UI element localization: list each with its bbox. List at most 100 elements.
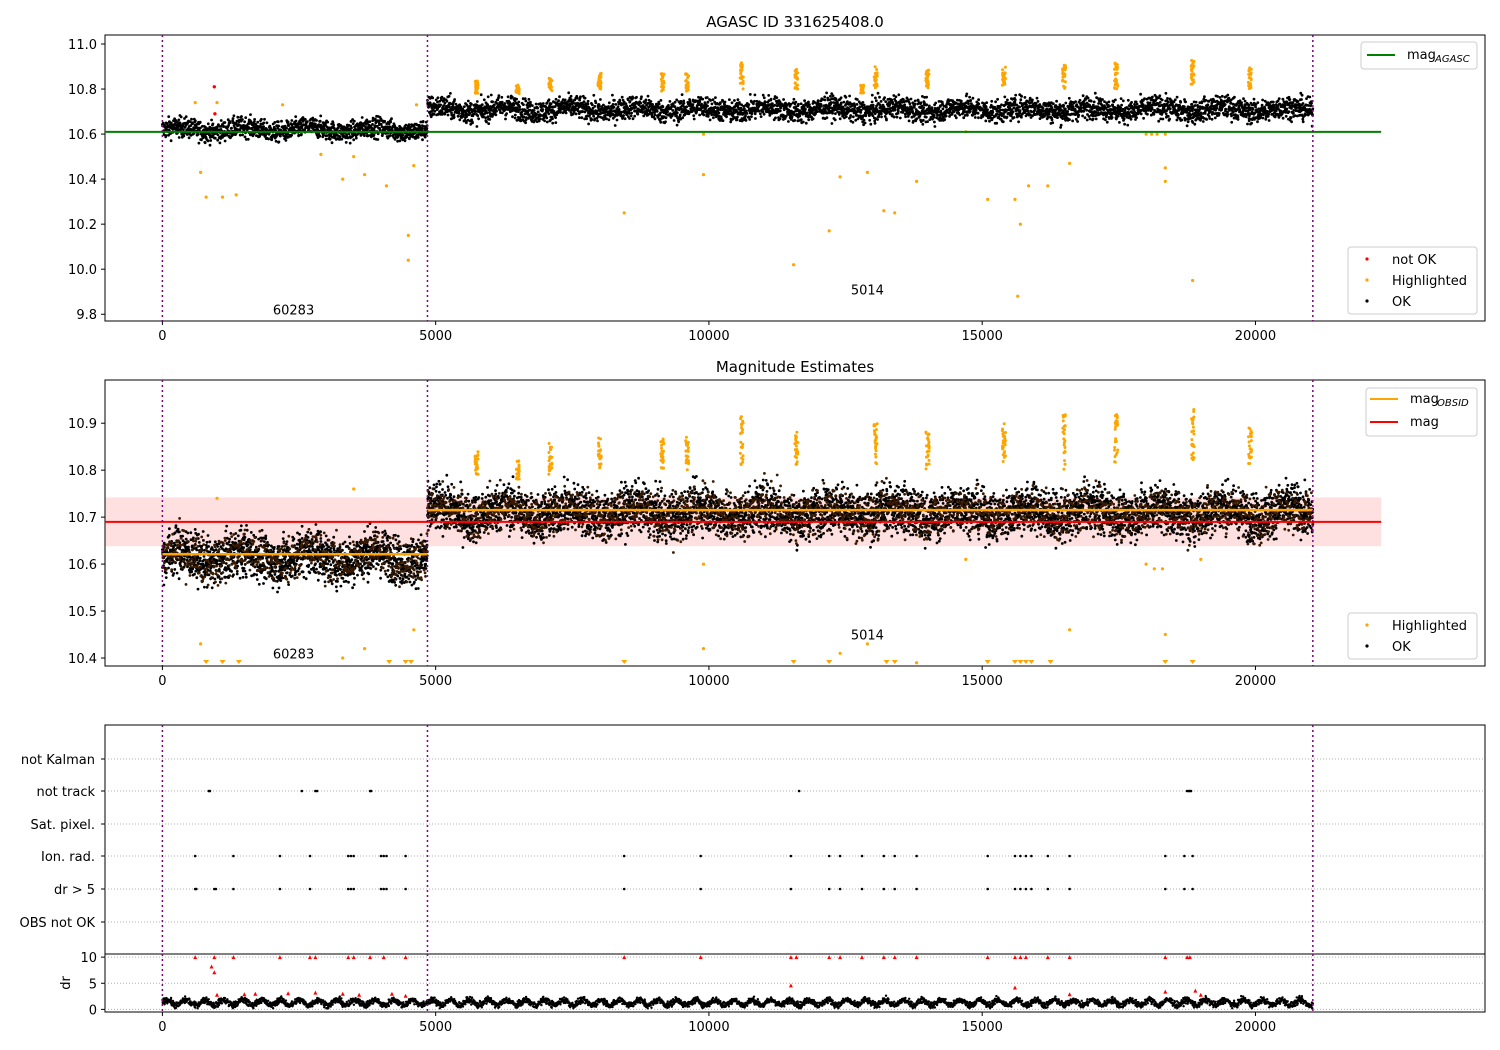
ok-point — [1199, 113, 1203, 117]
ok-point — [590, 118, 594, 121]
ok-point — [728, 105, 732, 109]
panel-1-frame — [104, 34, 1486, 322]
ok-point — [1161, 117, 1165, 121]
ok-point — [862, 118, 866, 122]
ok-point — [223, 139, 227, 143]
ok-point — [1094, 117, 1098, 121]
ok-point — [907, 119, 911, 123]
ok-point — [679, 101, 683, 105]
ok-point — [937, 107, 941, 111]
ok-point — [1194, 100, 1198, 104]
ok-point — [1050, 106, 1054, 109]
ok-point — [1173, 98, 1177, 102]
ok-point — [1130, 101, 1133, 104]
ok-point — [991, 111, 995, 114]
ok-point — [524, 121, 527, 125]
ok-point — [711, 98, 715, 102]
ok-point — [1081, 114, 1084, 118]
ok-point — [1184, 100, 1187, 104]
ok-point — [466, 99, 470, 103]
ok-point — [708, 118, 712, 122]
ok-point — [706, 104, 709, 108]
ok-point — [799, 118, 803, 121]
ok-point — [592, 93, 596, 97]
ok-point — [230, 126, 233, 130]
ok-point — [276, 120, 280, 124]
ok-point — [1166, 97, 1169, 100]
ok-point — [232, 114, 236, 118]
ok-point — [284, 139, 288, 142]
ok-point — [211, 134, 215, 137]
ok-point — [463, 105, 466, 108]
ok-point — [586, 102, 590, 106]
ok-point — [977, 116, 980, 120]
ok-point — [187, 136, 191, 140]
ok-point — [943, 118, 947, 121]
ok-point — [825, 116, 829, 120]
ok-point — [859, 111, 863, 114]
ok-point — [933, 125, 937, 128]
ok-point — [799, 102, 803, 106]
ok-point — [223, 121, 227, 124]
ok-point — [482, 98, 486, 102]
ok-point — [475, 125, 479, 128]
ok-point — [324, 137, 328, 141]
ok-point — [1035, 96, 1039, 100]
ok-point — [165, 127, 168, 131]
ok-point — [895, 115, 899, 119]
ok-point — [554, 116, 557, 119]
ok-point — [1066, 110, 1069, 113]
ok-point — [868, 118, 872, 122]
ok-point — [188, 120, 192, 124]
ok-point — [563, 98, 567, 102]
ok-point — [262, 121, 266, 125]
ok-point — [628, 117, 631, 120]
ok-point — [538, 117, 542, 121]
ok-point — [290, 119, 294, 122]
ok-point — [672, 119, 676, 122]
ok-point — [190, 117, 193, 121]
ok-point — [1182, 105, 1186, 108]
ok-point — [510, 95, 514, 99]
ok-point — [345, 133, 349, 136]
ok-point — [389, 120, 392, 124]
ok-point — [615, 118, 619, 122]
ok-point — [884, 100, 888, 103]
ok-point — [698, 113, 701, 117]
ok-point — [855, 98, 859, 101]
ok-point — [719, 101, 722, 105]
ok-point — [559, 111, 562, 114]
ok-point — [820, 104, 823, 108]
ok-point — [315, 119, 318, 122]
ok-point — [292, 126, 296, 129]
ok-point — [1242, 97, 1245, 101]
ok-point — [269, 128, 273, 132]
ok-point — [1215, 107, 1219, 110]
ok-point — [300, 132, 303, 136]
ok-point — [580, 116, 584, 120]
ok-point — [702, 113, 706, 117]
ok-point — [1059, 123, 1063, 127]
ok-point — [792, 97, 796, 101]
ok-point — [1240, 101, 1243, 105]
ok-point — [859, 108, 863, 112]
ok-point — [305, 120, 309, 123]
ok-point — [475, 100, 479, 103]
ok-point — [706, 100, 710, 104]
ok-point — [554, 121, 558, 124]
ok-point — [878, 95, 881, 99]
ok-point — [356, 122, 359, 126]
ok-point — [745, 112, 749, 115]
ok-point — [782, 98, 785, 101]
ok-point — [773, 103, 777, 107]
ok-point — [620, 95, 624, 99]
ok-point — [678, 113, 682, 117]
ok-point — [1023, 96, 1027, 99]
ok-point — [597, 104, 601, 108]
ok-point — [692, 114, 696, 117]
ok-point — [1000, 103, 1003, 107]
ok-point — [1246, 122, 1249, 126]
ok-point — [675, 111, 679, 115]
ok-point — [829, 94, 832, 98]
ok-point — [354, 136, 358, 140]
